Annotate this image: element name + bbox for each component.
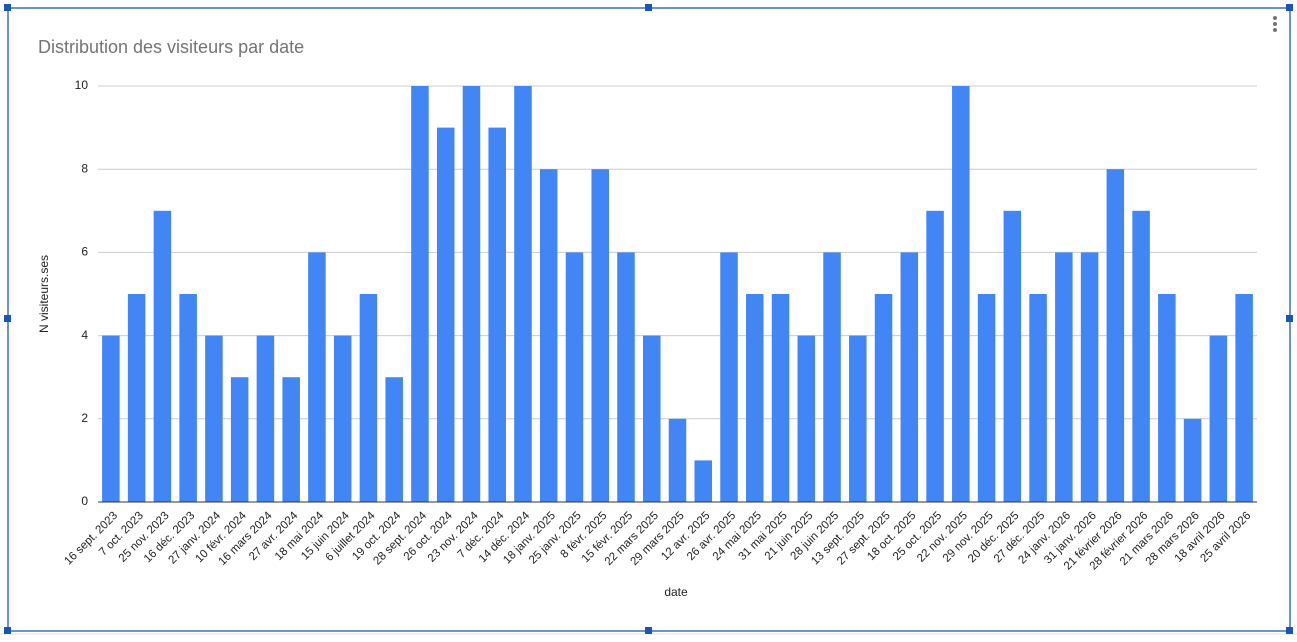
- bar: [411, 86, 429, 502]
- bar: [1029, 294, 1047, 502]
- bar: [1183, 418, 1202, 502]
- chart-title: Distribution des visiteurs par date: [38, 37, 304, 57]
- bar: [849, 335, 867, 502]
- y-tick-label: 10: [75, 78, 89, 92]
- bar: [462, 86, 481, 502]
- bar: [385, 377, 403, 502]
- bar: [952, 86, 970, 502]
- bar: [823, 252, 841, 502]
- bar: [1080, 252, 1099, 502]
- bar: [1106, 169, 1125, 502]
- bar: [1132, 210, 1150, 503]
- y-axis-label: N visiteurs.ses: [37, 255, 51, 333]
- bar: [488, 127, 506, 502]
- bar: [1055, 252, 1073, 502]
- bar: [179, 294, 197, 502]
- bar: [771, 294, 790, 502]
- bar: [153, 210, 172, 503]
- bar: [565, 252, 584, 502]
- bar: [1209, 335, 1228, 502]
- y-tick-label: 2: [81, 411, 88, 425]
- y-tick-label: 6: [81, 245, 88, 259]
- bar: [230, 377, 249, 502]
- bar: [333, 335, 352, 502]
- bar: [1235, 294, 1253, 502]
- bar: [308, 252, 326, 502]
- bar: [127, 294, 146, 502]
- bar: [720, 252, 738, 502]
- y-tick-label: 8: [81, 161, 88, 175]
- bar: [668, 418, 687, 502]
- y-tick-label: 4: [81, 328, 88, 342]
- bar: [797, 335, 816, 502]
- bar: [591, 169, 609, 502]
- bar: [539, 169, 558, 502]
- bar: [617, 252, 635, 502]
- bar: [926, 210, 944, 503]
- y-tick-label: 0: [81, 494, 88, 508]
- bar: [256, 335, 275, 502]
- resize-handles[interactable]: [4, 4, 1293, 634]
- bar: [746, 294, 764, 502]
- bar: [282, 377, 300, 502]
- x-axis-label: date: [664, 585, 688, 599]
- bar: [874, 294, 893, 502]
- bar: [102, 335, 120, 502]
- bar: [900, 252, 919, 502]
- bar: [359, 294, 378, 502]
- bar: [694, 460, 713, 502]
- bar: [1158, 294, 1176, 502]
- bar: [514, 86, 532, 502]
- bar: [205, 335, 223, 502]
- bar: [1003, 210, 1022, 503]
- bar: [642, 335, 661, 502]
- menu-button[interactable]: [1273, 16, 1277, 32]
- bar: [436, 127, 455, 502]
- bar: [977, 294, 996, 502]
